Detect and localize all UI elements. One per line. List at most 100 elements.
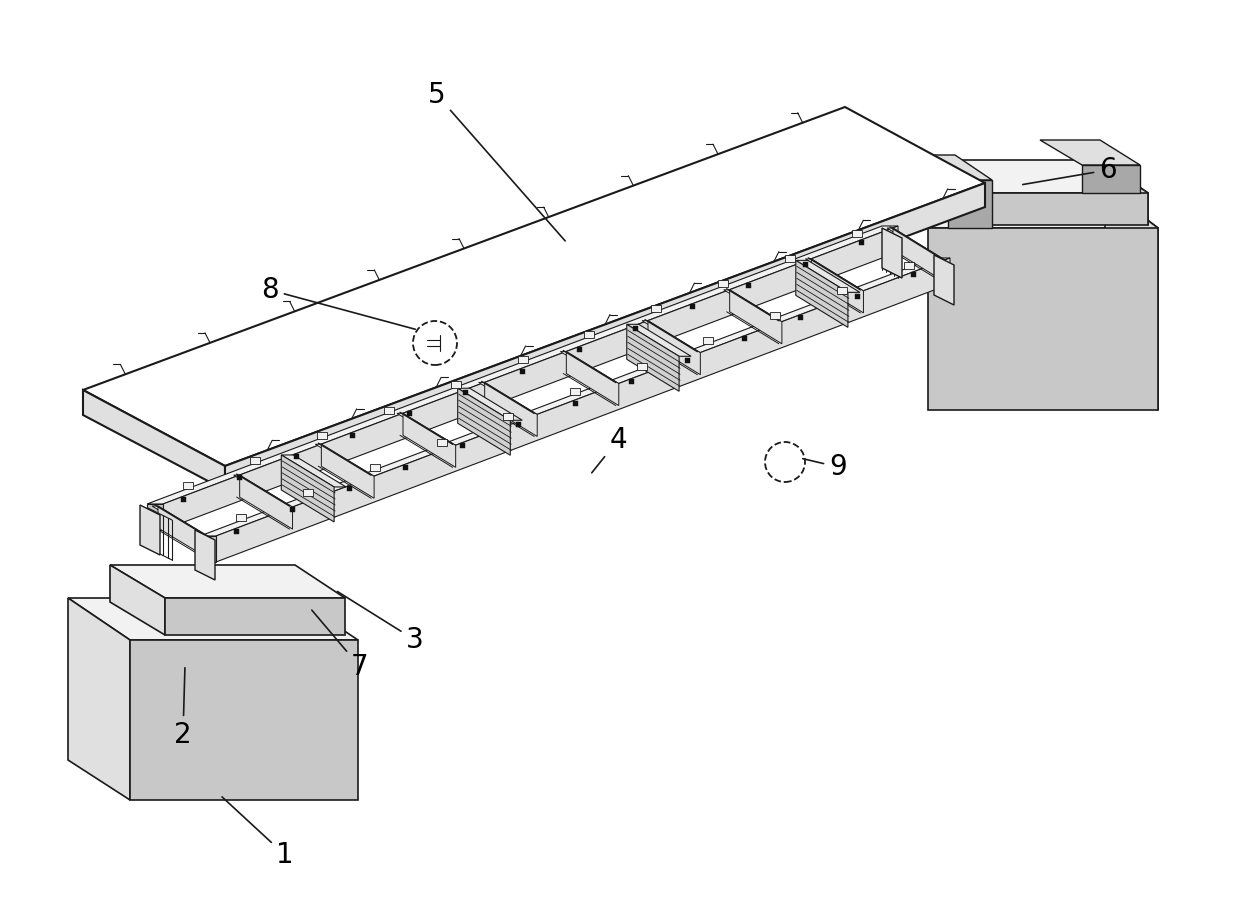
Text: 2: 2 [174, 668, 192, 749]
Polygon shape [458, 388, 522, 420]
Polygon shape [893, 228, 945, 282]
Text: 7: 7 [311, 610, 368, 681]
Polygon shape [1105, 188, 1158, 410]
Polygon shape [796, 260, 848, 327]
Polygon shape [904, 261, 914, 269]
Polygon shape [629, 379, 634, 384]
Polygon shape [479, 382, 537, 414]
Polygon shape [83, 107, 985, 466]
Polygon shape [837, 287, 847, 294]
Polygon shape [802, 261, 807, 267]
Polygon shape [181, 497, 186, 502]
Polygon shape [485, 382, 537, 436]
Polygon shape [910, 155, 992, 180]
Polygon shape [689, 304, 694, 309]
Polygon shape [686, 358, 691, 363]
Polygon shape [560, 351, 619, 383]
Text: 8: 8 [262, 276, 415, 329]
Polygon shape [770, 312, 780, 319]
Polygon shape [436, 438, 446, 446]
Polygon shape [464, 390, 469, 395]
Polygon shape [703, 337, 713, 345]
Polygon shape [321, 444, 374, 498]
Polygon shape [584, 331, 594, 337]
Polygon shape [805, 259, 863, 291]
Text: 5: 5 [428, 81, 565, 241]
Polygon shape [949, 180, 992, 228]
Polygon shape [634, 326, 639, 331]
Polygon shape [200, 258, 950, 536]
Polygon shape [928, 228, 1158, 410]
Text: 4: 4 [591, 426, 626, 473]
Polygon shape [651, 305, 661, 313]
Polygon shape [403, 414, 455, 468]
Polygon shape [157, 506, 211, 560]
Polygon shape [281, 455, 346, 487]
Polygon shape [281, 455, 334, 522]
Polygon shape [351, 433, 356, 437]
Polygon shape [450, 381, 461, 388]
Polygon shape [636, 363, 647, 370]
Polygon shape [315, 444, 374, 476]
Polygon shape [567, 351, 619, 405]
Polygon shape [165, 598, 345, 635]
Polygon shape [303, 489, 312, 496]
Polygon shape [216, 258, 950, 562]
Polygon shape [642, 321, 701, 353]
Polygon shape [859, 240, 864, 245]
Polygon shape [1040, 140, 1140, 165]
Polygon shape [570, 388, 580, 395]
Polygon shape [1083, 165, 1140, 193]
Polygon shape [294, 454, 299, 459]
Polygon shape [384, 406, 394, 414]
Polygon shape [110, 565, 345, 598]
Polygon shape [153, 506, 211, 538]
Polygon shape [718, 281, 728, 287]
Polygon shape [397, 414, 455, 446]
Polygon shape [140, 505, 160, 555]
Polygon shape [237, 475, 242, 481]
Polygon shape [148, 226, 898, 504]
Polygon shape [110, 565, 165, 635]
Polygon shape [460, 443, 465, 448]
Polygon shape [233, 475, 293, 507]
Polygon shape [799, 315, 804, 320]
Polygon shape [742, 337, 746, 341]
Polygon shape [729, 290, 782, 344]
Polygon shape [811, 259, 863, 313]
Polygon shape [626, 325, 680, 392]
Polygon shape [224, 183, 985, 490]
Polygon shape [852, 229, 862, 237]
Polygon shape [347, 486, 352, 491]
Polygon shape [184, 482, 193, 490]
Polygon shape [200, 536, 216, 562]
Polygon shape [516, 422, 521, 427]
Polygon shape [875, 188, 1158, 228]
Polygon shape [458, 388, 511, 455]
Polygon shape [68, 598, 130, 800]
Polygon shape [370, 464, 379, 470]
Polygon shape [83, 390, 224, 490]
Polygon shape [887, 228, 945, 260]
Polygon shape [785, 255, 795, 262]
Polygon shape [162, 226, 898, 530]
Polygon shape [290, 507, 295, 513]
Text: 6: 6 [1023, 156, 1117, 184]
Polygon shape [195, 530, 215, 580]
Polygon shape [503, 414, 513, 420]
Polygon shape [239, 475, 293, 529]
Polygon shape [910, 160, 1148, 193]
Polygon shape [130, 640, 358, 800]
Polygon shape [517, 356, 527, 363]
Polygon shape [403, 465, 408, 470]
Polygon shape [520, 369, 525, 373]
Text: 9: 9 [802, 453, 847, 481]
Polygon shape [317, 432, 327, 439]
Polygon shape [796, 260, 859, 293]
Polygon shape [573, 401, 578, 405]
Polygon shape [250, 457, 260, 464]
Polygon shape [854, 293, 859, 299]
Polygon shape [649, 321, 701, 375]
Polygon shape [577, 348, 582, 352]
Text: 1: 1 [222, 797, 294, 869]
